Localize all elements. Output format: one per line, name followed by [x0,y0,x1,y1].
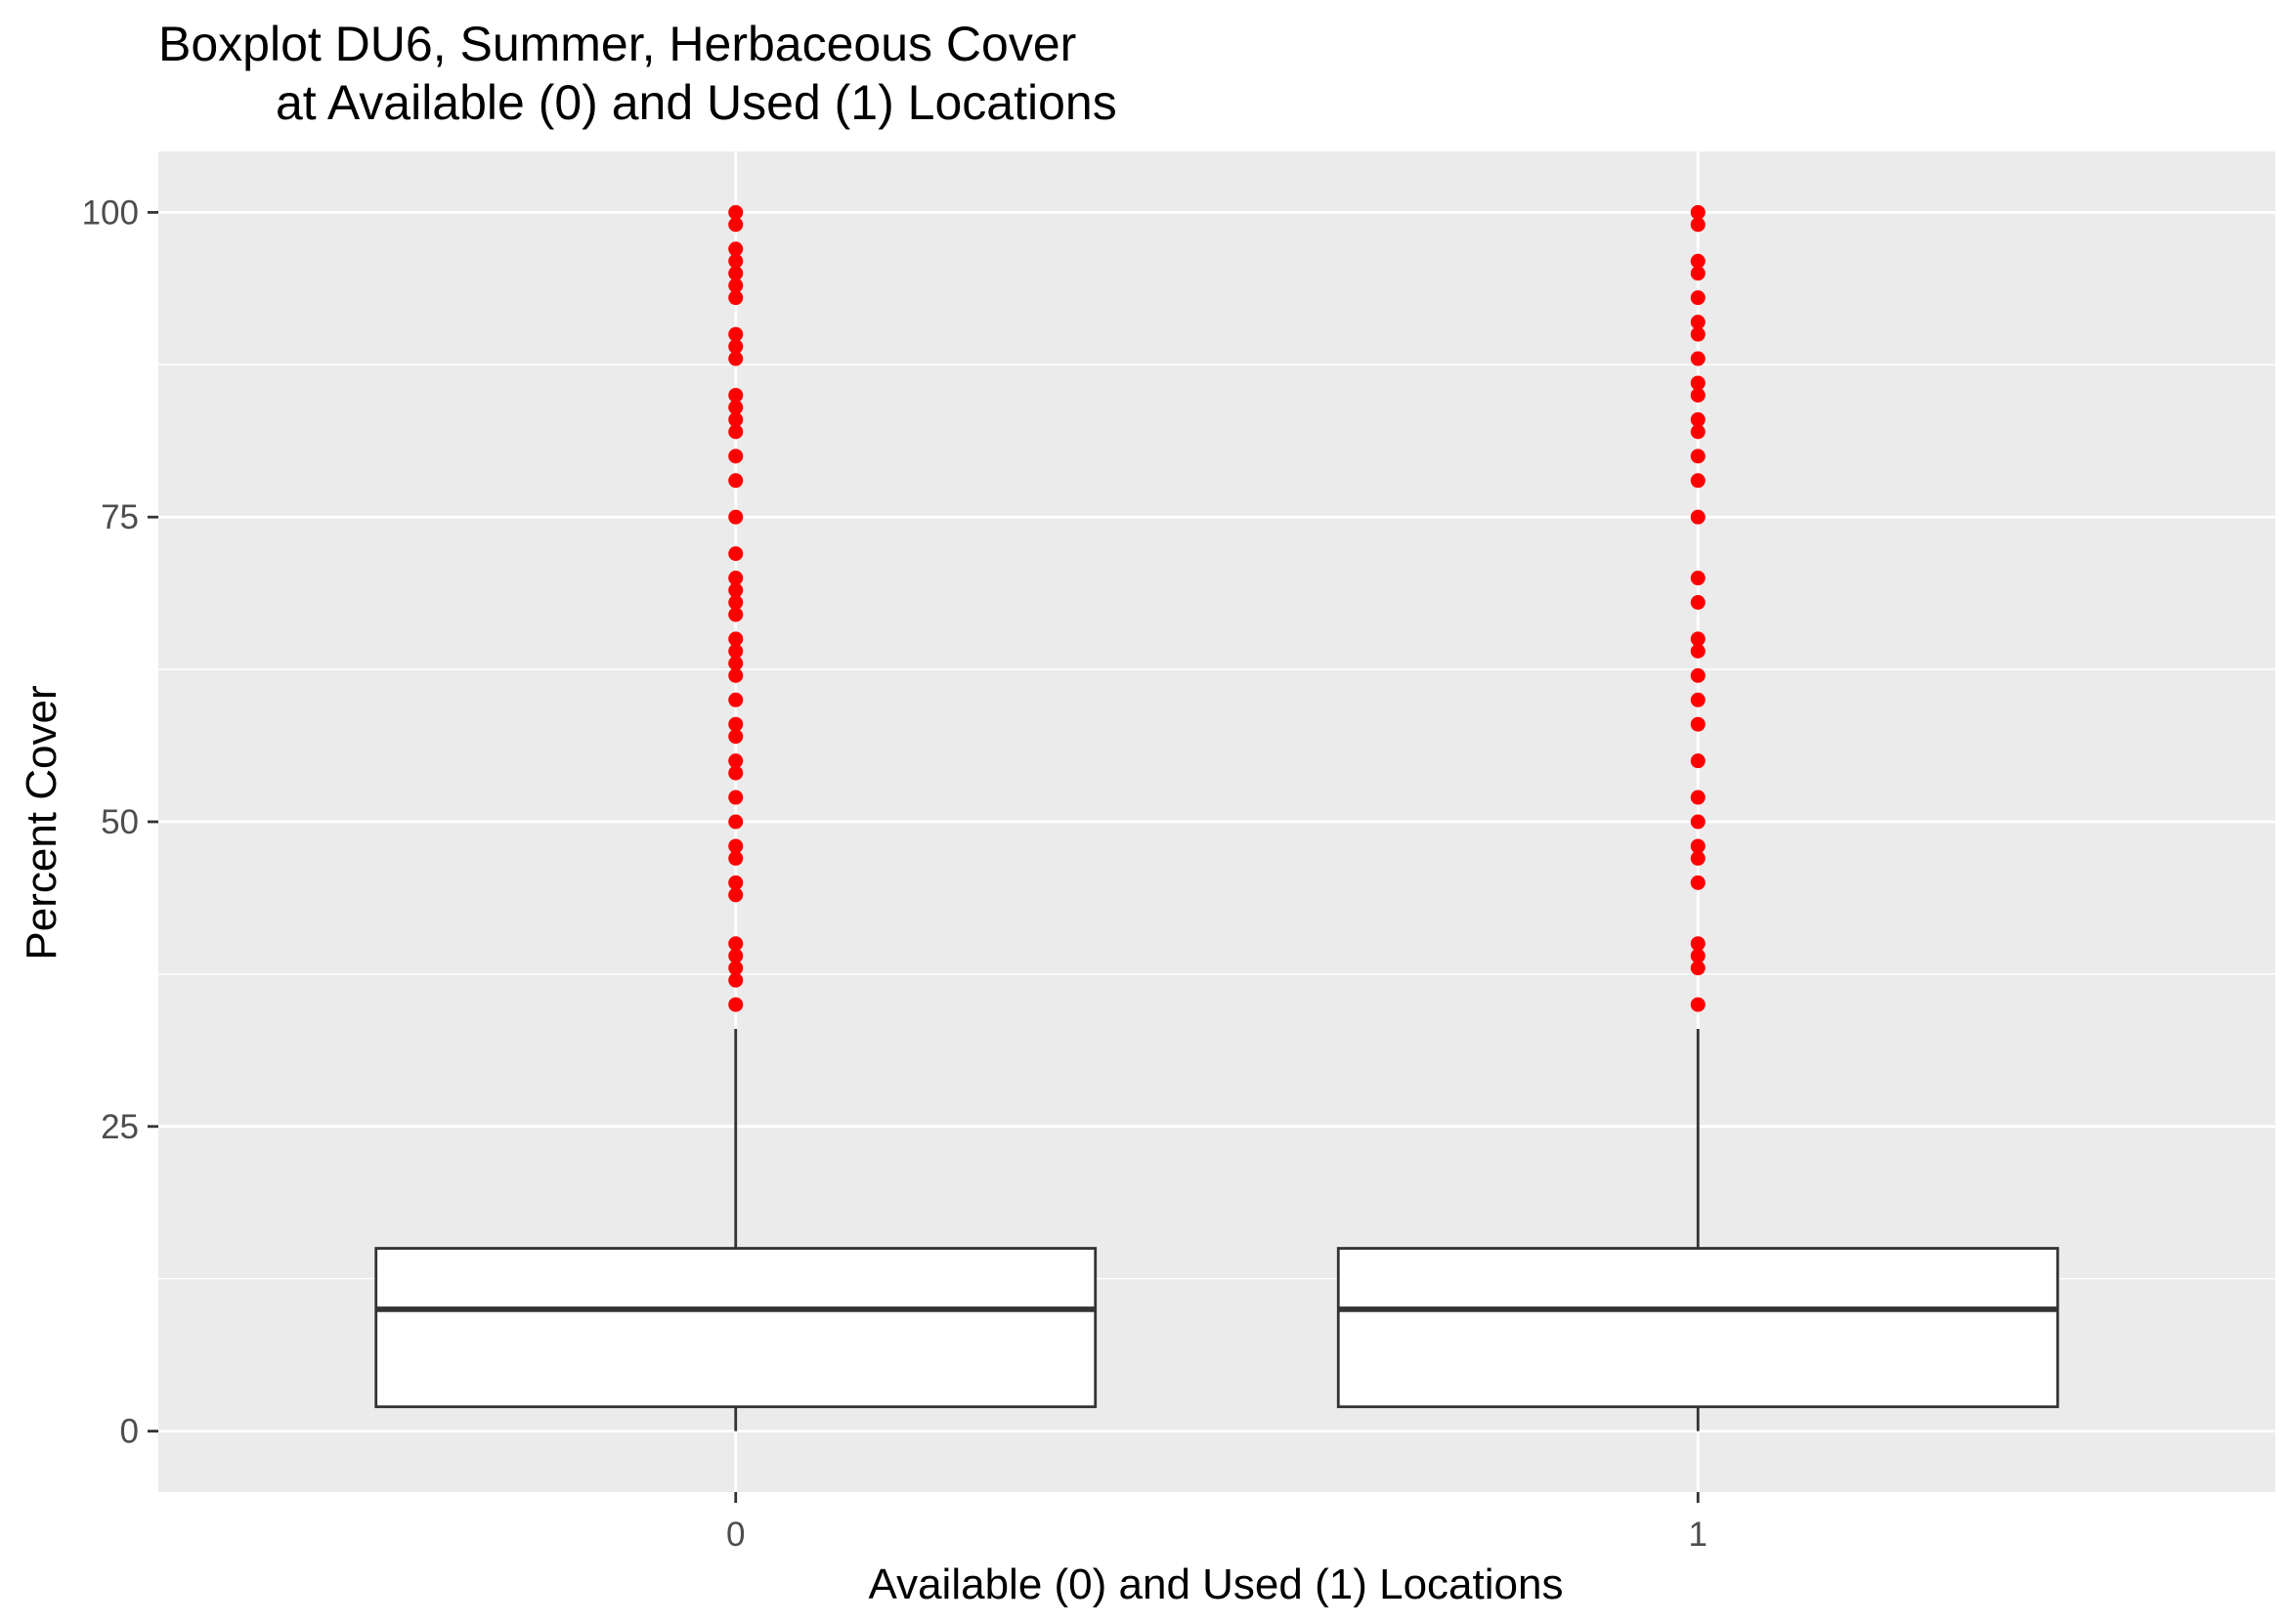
outlier-point [1690,814,1706,830]
outlier-point [1690,509,1706,525]
outlier-point [728,961,744,976]
outlier-point [728,473,744,489]
outlier-point [728,266,744,281]
outlier-point [1690,875,1706,890]
outlier-point [728,509,744,525]
y-tick-label: 0 [120,1413,139,1451]
outlier-point [728,838,744,854]
outlier-point [728,850,744,866]
outlier-point [1690,961,1706,976]
x-tick-label: 0 [726,1516,745,1554]
outlier-point [728,790,744,805]
outlier-point [728,400,744,415]
outlier-point [1690,838,1706,854]
outlier-point [1690,667,1706,683]
outlier-point [1690,594,1706,610]
outlier-point [728,753,744,769]
outlier-point [728,582,744,598]
outlier-point [728,875,744,890]
outlier-point [1690,997,1706,1012]
outlier-point [728,241,744,257]
outlier-point [728,424,744,440]
outlier-point [1690,753,1706,769]
outlier-point [1690,387,1706,403]
outlier-point [728,643,744,659]
box-0 [374,204,1098,1432]
outlier-point [728,667,744,683]
outlier-point [728,278,744,293]
outlier-point [1690,850,1706,866]
outlier-point [728,936,744,952]
box-iqr [1336,1247,2059,1409]
outlier-point [1690,290,1706,306]
outlier-point [728,571,744,586]
outlier-point [728,948,744,963]
outlier-point [728,339,744,355]
y-axis-title: Percent Cover [18,685,65,960]
chart-title-line2: at Available (0) and Used (1) Locations [276,75,1117,130]
x-axis-title: Available (0) and Used (1) Locations [869,1560,1564,1608]
outlier-point [1690,411,1706,427]
outlier-point [728,765,744,781]
outlier-point [1690,326,1706,342]
outlier-point [728,729,744,745]
x-tick-label: 1 [1689,1516,1707,1554]
outlier-point [728,411,744,427]
outlier-point [728,887,744,903]
outlier-point [728,217,744,233]
outlier-point [728,351,744,366]
y-axis: 0 25 50 75 100 [82,193,158,1451]
box-iqr [374,1247,1098,1409]
box-1 [1336,204,2059,1432]
outlier-point [728,972,744,988]
outlier-point [728,716,744,732]
outlier-point [1690,948,1706,963]
outlier-point [1690,351,1706,366]
outlier-point [728,546,744,562]
outlier-point [728,449,744,464]
outlier-point [1690,473,1706,489]
outlier-point [728,290,744,306]
chart-title-line1: Boxplot DU6, Summer, Herbaceous Cover [158,17,1076,71]
outlier-point [1690,692,1706,707]
outlier-point [1690,266,1706,281]
outlier-point [1690,424,1706,440]
y-tick-label: 25 [101,1108,139,1146]
outlier-point [1690,631,1706,647]
outlier-point [1690,315,1706,330]
outlier-point [1690,790,1706,805]
outlier-point [728,253,744,269]
y-tick-label: 50 [101,803,139,841]
outlier-point [728,204,744,220]
outlier-point [1690,217,1706,233]
outlier-point [1690,253,1706,269]
outlier-point [728,607,744,622]
outlier-point [728,997,744,1012]
outlier-point [1690,375,1706,391]
box-series [374,204,2059,1432]
outlier-point [1690,571,1706,586]
outlier-point [1690,643,1706,659]
outlier-point [1690,716,1706,732]
outlier-point [728,656,744,671]
outlier-point [728,814,744,830]
outlier-point [728,387,744,403]
y-tick-label: 100 [82,193,139,232]
outlier-point [1690,449,1706,464]
outlier-point [1690,936,1706,952]
outlier-point [728,594,744,610]
outlier-point [1690,204,1706,220]
outlier-point [728,326,744,342]
y-tick-label: 75 [101,498,139,536]
outlier-point [728,631,744,647]
outlier-point [728,692,744,707]
